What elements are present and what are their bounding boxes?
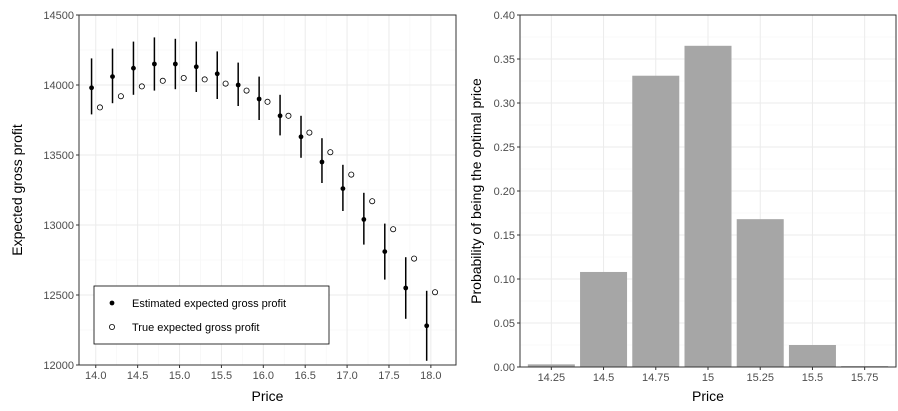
x-tick-label: 18.0 (420, 370, 441, 382)
x-tick-label: 14.5 (593, 372, 614, 384)
estimated-point (298, 134, 304, 140)
y-tick-label: 0.25 (494, 142, 515, 154)
bar (788, 345, 836, 367)
y-tick-label: 0.00 (494, 362, 515, 374)
x-tick-label: 16.5 (294, 370, 315, 382)
legend-label-true: True expected gross profit (132, 322, 259, 334)
y-tick-label: 0.15 (494, 230, 515, 242)
x-tick-label: 17.0 (336, 370, 357, 382)
y-tick-label: 14000 (43, 80, 74, 92)
x-tick-label: 15 (702, 372, 714, 384)
true-point (411, 255, 418, 262)
bar (632, 75, 680, 367)
estimated-point (152, 61, 157, 67)
y-tick-label: 0.40 (494, 10, 515, 22)
true-point (348, 171, 355, 178)
x-tick-label: 16.0 (253, 370, 274, 382)
estimated-point (110, 74, 115, 79)
true-point (138, 83, 145, 90)
bar (580, 271, 628, 367)
y-axis-title: Expected gross profit (9, 124, 25, 256)
x-tick-label: 14.5 (127, 370, 148, 382)
x-axis-title: Price (252, 388, 284, 404)
true-point (159, 77, 166, 84)
estimated-point (235, 82, 241, 88)
true-point (96, 104, 103, 111)
bar (684, 45, 732, 368)
true-point (222, 80, 229, 87)
y-tick-label: 13500 (43, 150, 74, 162)
plot-panel-border (78, 14, 457, 366)
legend-label-estimated: Estimated expected gross profit (132, 298, 286, 310)
estimated-point (361, 217, 367, 222)
true-point (117, 93, 124, 100)
true-point (264, 98, 271, 105)
estimated-point (193, 64, 199, 70)
estimated-point (277, 113, 283, 119)
right-chart-panel: 0.00 0.05 0.10 0.15 0.20 0.25 0.30 0.35 0.40 14.2… (468, 10, 897, 404)
x-tick-label: 14.75 (642, 372, 670, 384)
x-tick-label: 15.75 (851, 372, 879, 384)
x-tick-label: 15.5 (802, 372, 823, 384)
y-tick-label: 0.30 (494, 98, 515, 110)
estimated-point (340, 186, 346, 192)
legend-box (93, 285, 330, 345)
bar (527, 364, 575, 367)
y-tick-label: 0.35 (494, 54, 515, 66)
y-tick-label: 0.10 (494, 274, 515, 286)
x-tick-label: 15.25 (746, 372, 774, 384)
true-point (243, 87, 250, 94)
y-tick-label: 0.05 (494, 318, 515, 330)
y-axis-title: Probability of being the optimal price (468, 78, 484, 304)
plot-panel-border (519, 14, 897, 368)
x-tick-label: 14.25 (538, 372, 566, 384)
true-point (327, 149, 334, 156)
true-point (285, 112, 292, 119)
true-point (390, 226, 397, 233)
legend-key-estimated (109, 300, 115, 306)
estimated-point (131, 65, 136, 71)
x-tick-label: 14.0 (85, 370, 106, 382)
x-tick-label: 15.5 (211, 370, 232, 382)
true-point (369, 198, 376, 205)
y-tick-label: 14500 (43, 10, 74, 22)
true-point (306, 129, 313, 136)
estimated-point (424, 323, 430, 329)
estimated-point (382, 249, 388, 255)
x-axis-title: Price (692, 388, 724, 404)
y-tick-label: 13000 (43, 220, 74, 232)
estimated-point (319, 159, 325, 165)
true-point (201, 76, 208, 83)
y-tick-label: 12500 (43, 290, 74, 302)
estimated-point (172, 61, 178, 67)
estimated-point (256, 96, 262, 102)
estimated-point (214, 71, 220, 77)
estimated-point (403, 285, 409, 291)
true-point (180, 75, 187, 82)
left-chart-panel: 14.0 14.5 15.0 15.5 16.0 16.5 17.0 17.5 18.0 1200… (9, 10, 457, 404)
y-tick-label: 0.20 (494, 186, 515, 198)
estimated-point (89, 85, 94, 91)
bar (736, 219, 784, 367)
y-tick-label: 12000 (43, 360, 74, 372)
true-point (432, 289, 439, 296)
legend: Estimated expected gross profit True expe… (93, 285, 330, 345)
x-tick-label: 17.5 (378, 370, 399, 382)
legend-key-true (109, 323, 116, 330)
x-tick-label: 15.0 (169, 370, 190, 382)
